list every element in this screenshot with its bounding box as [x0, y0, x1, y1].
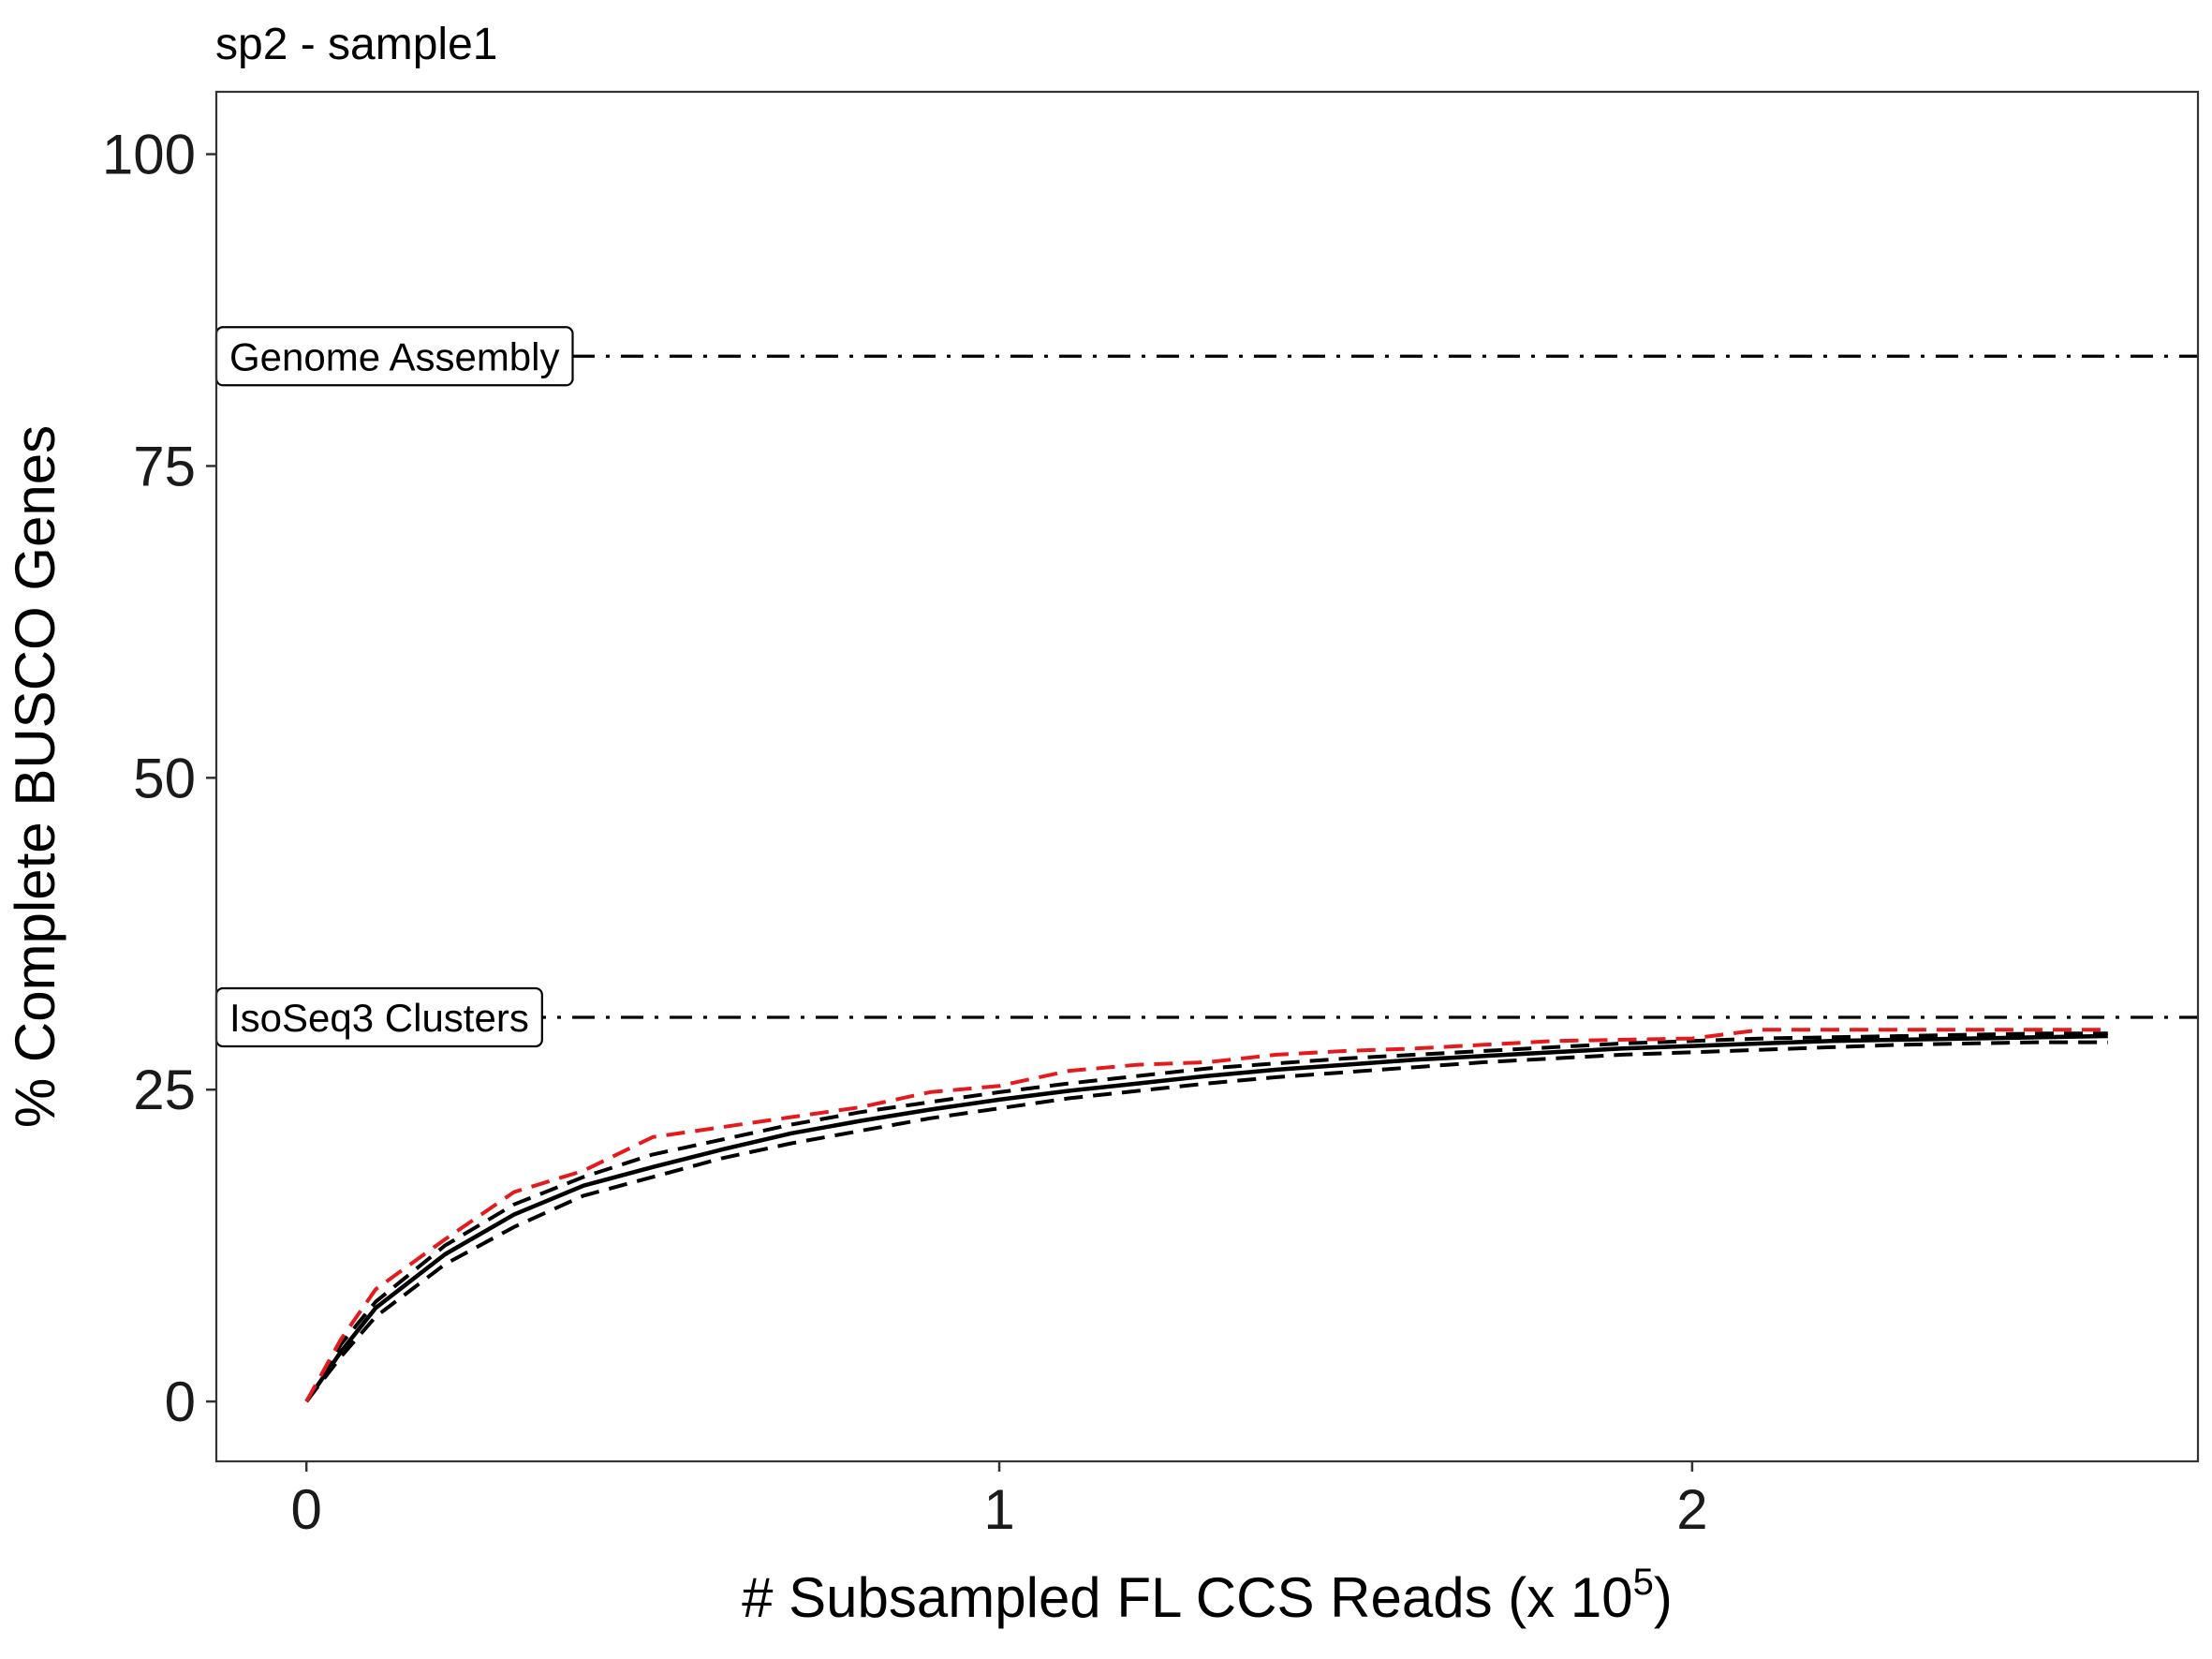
plot-panel-border	[214, 90, 2200, 1463]
series-layer	[304, 1028, 2108, 1403]
reference-label-text-1: IsoSeq3 Clusters	[229, 996, 529, 1040]
y-tick-label-3: 75	[133, 435, 196, 497]
y-tick-label-0: 0	[165, 1370, 196, 1433]
reference-label-text-0: Genome Assembly	[229, 334, 560, 378]
x-axis-title: # Subsampled FL CCS Reads (x 105)	[742, 1562, 1673, 1629]
y-tick-label-4: 100	[102, 124, 196, 186]
x-axis-title-close: )	[1654, 1566, 1673, 1629]
reference-labels: Genome Assembly IsoSeq3 Clusters	[214, 326, 574, 1048]
y-axis: 0 25 50 75 100	[102, 124, 216, 1433]
series-line-1	[304, 1031, 2108, 1403]
y-axis-title: % Complete BUSCO Genes	[4, 425, 66, 1128]
series-line-3	[304, 1028, 2108, 1403]
y-tick-label-1: 25	[133, 1059, 196, 1121]
series-line-0	[304, 1033, 2108, 1403]
x-tick-label-0: 0	[290, 1478, 321, 1541]
reference-lines	[216, 354, 2198, 1019]
x-tick-label-2: 2	[1676, 1478, 1707, 1541]
reference-label-1: IsoSeq3 Clusters	[214, 986, 543, 1048]
x-tick-label-1: 1	[983, 1478, 1014, 1541]
x-axis: 0 1 2	[290, 1461, 1708, 1541]
series-line-2	[304, 1040, 2108, 1403]
x-axis-title-exponent: 5	[1633, 1562, 1654, 1603]
x-axis-title-main: # Subsampled FL CCS Reads (x 10	[742, 1566, 1633, 1629]
y-tick-label-2: 50	[133, 747, 196, 809]
reference-label-0: Genome Assembly	[214, 326, 574, 387]
chart-title: sp2 - sample1	[215, 20, 497, 69]
